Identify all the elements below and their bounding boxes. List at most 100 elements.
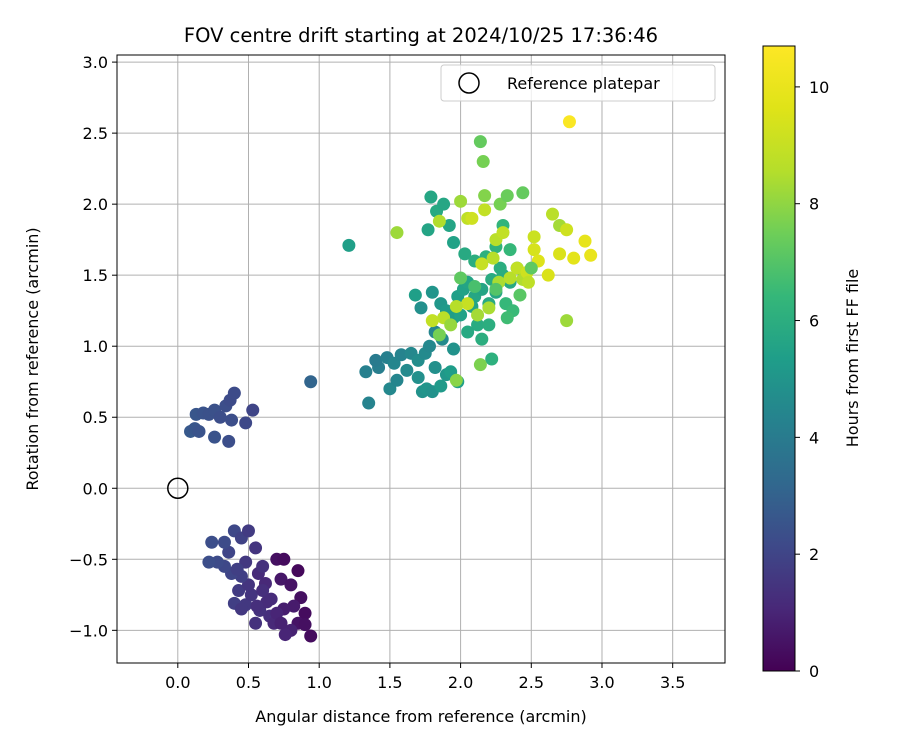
data-point [234, 602, 248, 616]
data-point [486, 251, 500, 265]
data-point [274, 616, 288, 630]
data-point [500, 311, 514, 325]
colorbar-tick-label: 0 [809, 662, 819, 681]
data-point [510, 261, 524, 275]
data-point [244, 588, 258, 602]
data-point [213, 410, 227, 424]
data-point [513, 288, 527, 302]
colorbar-gradient [762, 45, 796, 672]
data-point [359, 365, 373, 379]
data-point [298, 618, 312, 632]
data-point [304, 629, 318, 643]
data-point [471, 308, 485, 322]
data-point [476, 155, 490, 169]
data-point [493, 261, 507, 275]
data-point [246, 403, 260, 417]
data-point [434, 379, 448, 393]
x-tick-label: 3.5 [660, 673, 685, 692]
data-point [222, 434, 236, 448]
colorbar-label: Hours from first FF file [843, 269, 862, 448]
data-points [184, 115, 598, 643]
colorbar-ticks: 0 2 4 6 8 10 [795, 78, 829, 681]
data-point [421, 223, 435, 237]
data-point [304, 375, 318, 389]
legend-box [440, 64, 716, 102]
data-point [562, 115, 576, 129]
data-point [425, 285, 439, 299]
data-point [475, 332, 489, 346]
data-point [545, 207, 559, 221]
x-tick-label: 2.0 [448, 673, 473, 692]
data-point [205, 535, 219, 549]
y-tick-label: −0.5 [69, 550, 108, 569]
data-point [471, 318, 485, 332]
data-point [217, 535, 231, 549]
data-point [493, 197, 507, 211]
data-point [468, 280, 482, 294]
data-point [284, 578, 298, 592]
data-point [503, 271, 517, 285]
data-point [447, 342, 461, 356]
data-point [256, 559, 270, 573]
data-point [422, 339, 436, 353]
data-point [208, 430, 222, 444]
x-axis-label: Angular distance from reference (arcmin) [255, 707, 586, 726]
data-point [383, 382, 397, 396]
x-tick-label: 2.5 [519, 673, 544, 692]
data-point [390, 226, 404, 240]
colorbar-tick-label: 6 [809, 312, 819, 331]
data-point [560, 314, 574, 328]
y-tick-label: 0.5 [83, 408, 108, 427]
x-grid [177, 55, 674, 663]
y-ticks: −1.0 −0.5 0.0 0.5 1.0 1.5 2.0 2.5 3.0 [69, 53, 117, 640]
data-point [294, 591, 308, 605]
data-point [250, 599, 264, 613]
data-point [425, 314, 439, 328]
data-point [475, 257, 489, 271]
y-tick-label: −1.0 [69, 621, 108, 640]
data-point [270, 606, 284, 620]
colorbar-tick-label: 2 [809, 545, 819, 564]
data-point [454, 194, 468, 208]
data-point [230, 562, 244, 576]
y-tick-label: 2.5 [83, 124, 108, 143]
data-point [527, 230, 541, 244]
data-point [249, 616, 263, 630]
data-point [264, 592, 278, 606]
data-point [387, 356, 401, 370]
data-point [442, 218, 456, 232]
data-point [362, 396, 376, 410]
colorbar-tick-label: 8 [809, 195, 819, 214]
data-point [394, 348, 408, 362]
data-point [449, 299, 463, 313]
data-point [390, 373, 404, 387]
data-point [277, 552, 291, 566]
data-point [449, 373, 463, 387]
data-point [503, 243, 517, 257]
data-point [444, 318, 458, 332]
colorbar-tick-label: 4 [809, 428, 819, 447]
data-point [527, 243, 541, 257]
data-point [553, 247, 567, 261]
x-tick-label: 3.0 [589, 673, 614, 692]
y-axis-label: Rotation from reference (arcmin) [23, 227, 42, 490]
data-point [227, 386, 241, 400]
data-point [192, 424, 206, 438]
plot-frame [116, 54, 726, 664]
data-point [478, 189, 492, 203]
colorbar: 0 2 4 6 8 10 Hours from first FF file [762, 45, 862, 681]
data-point [291, 564, 305, 578]
data-point [521, 275, 535, 289]
colorbar-tick-label: 10 [809, 78, 829, 97]
data-point [256, 584, 270, 598]
data-point [454, 271, 468, 285]
data-point [478, 203, 492, 217]
data-point [437, 197, 451, 211]
data-point [482, 318, 496, 332]
data-point [342, 238, 356, 252]
data-point [241, 578, 255, 592]
data-point [473, 358, 487, 372]
data-point [428, 361, 442, 375]
data-point [447, 236, 461, 250]
data-point [432, 214, 446, 228]
